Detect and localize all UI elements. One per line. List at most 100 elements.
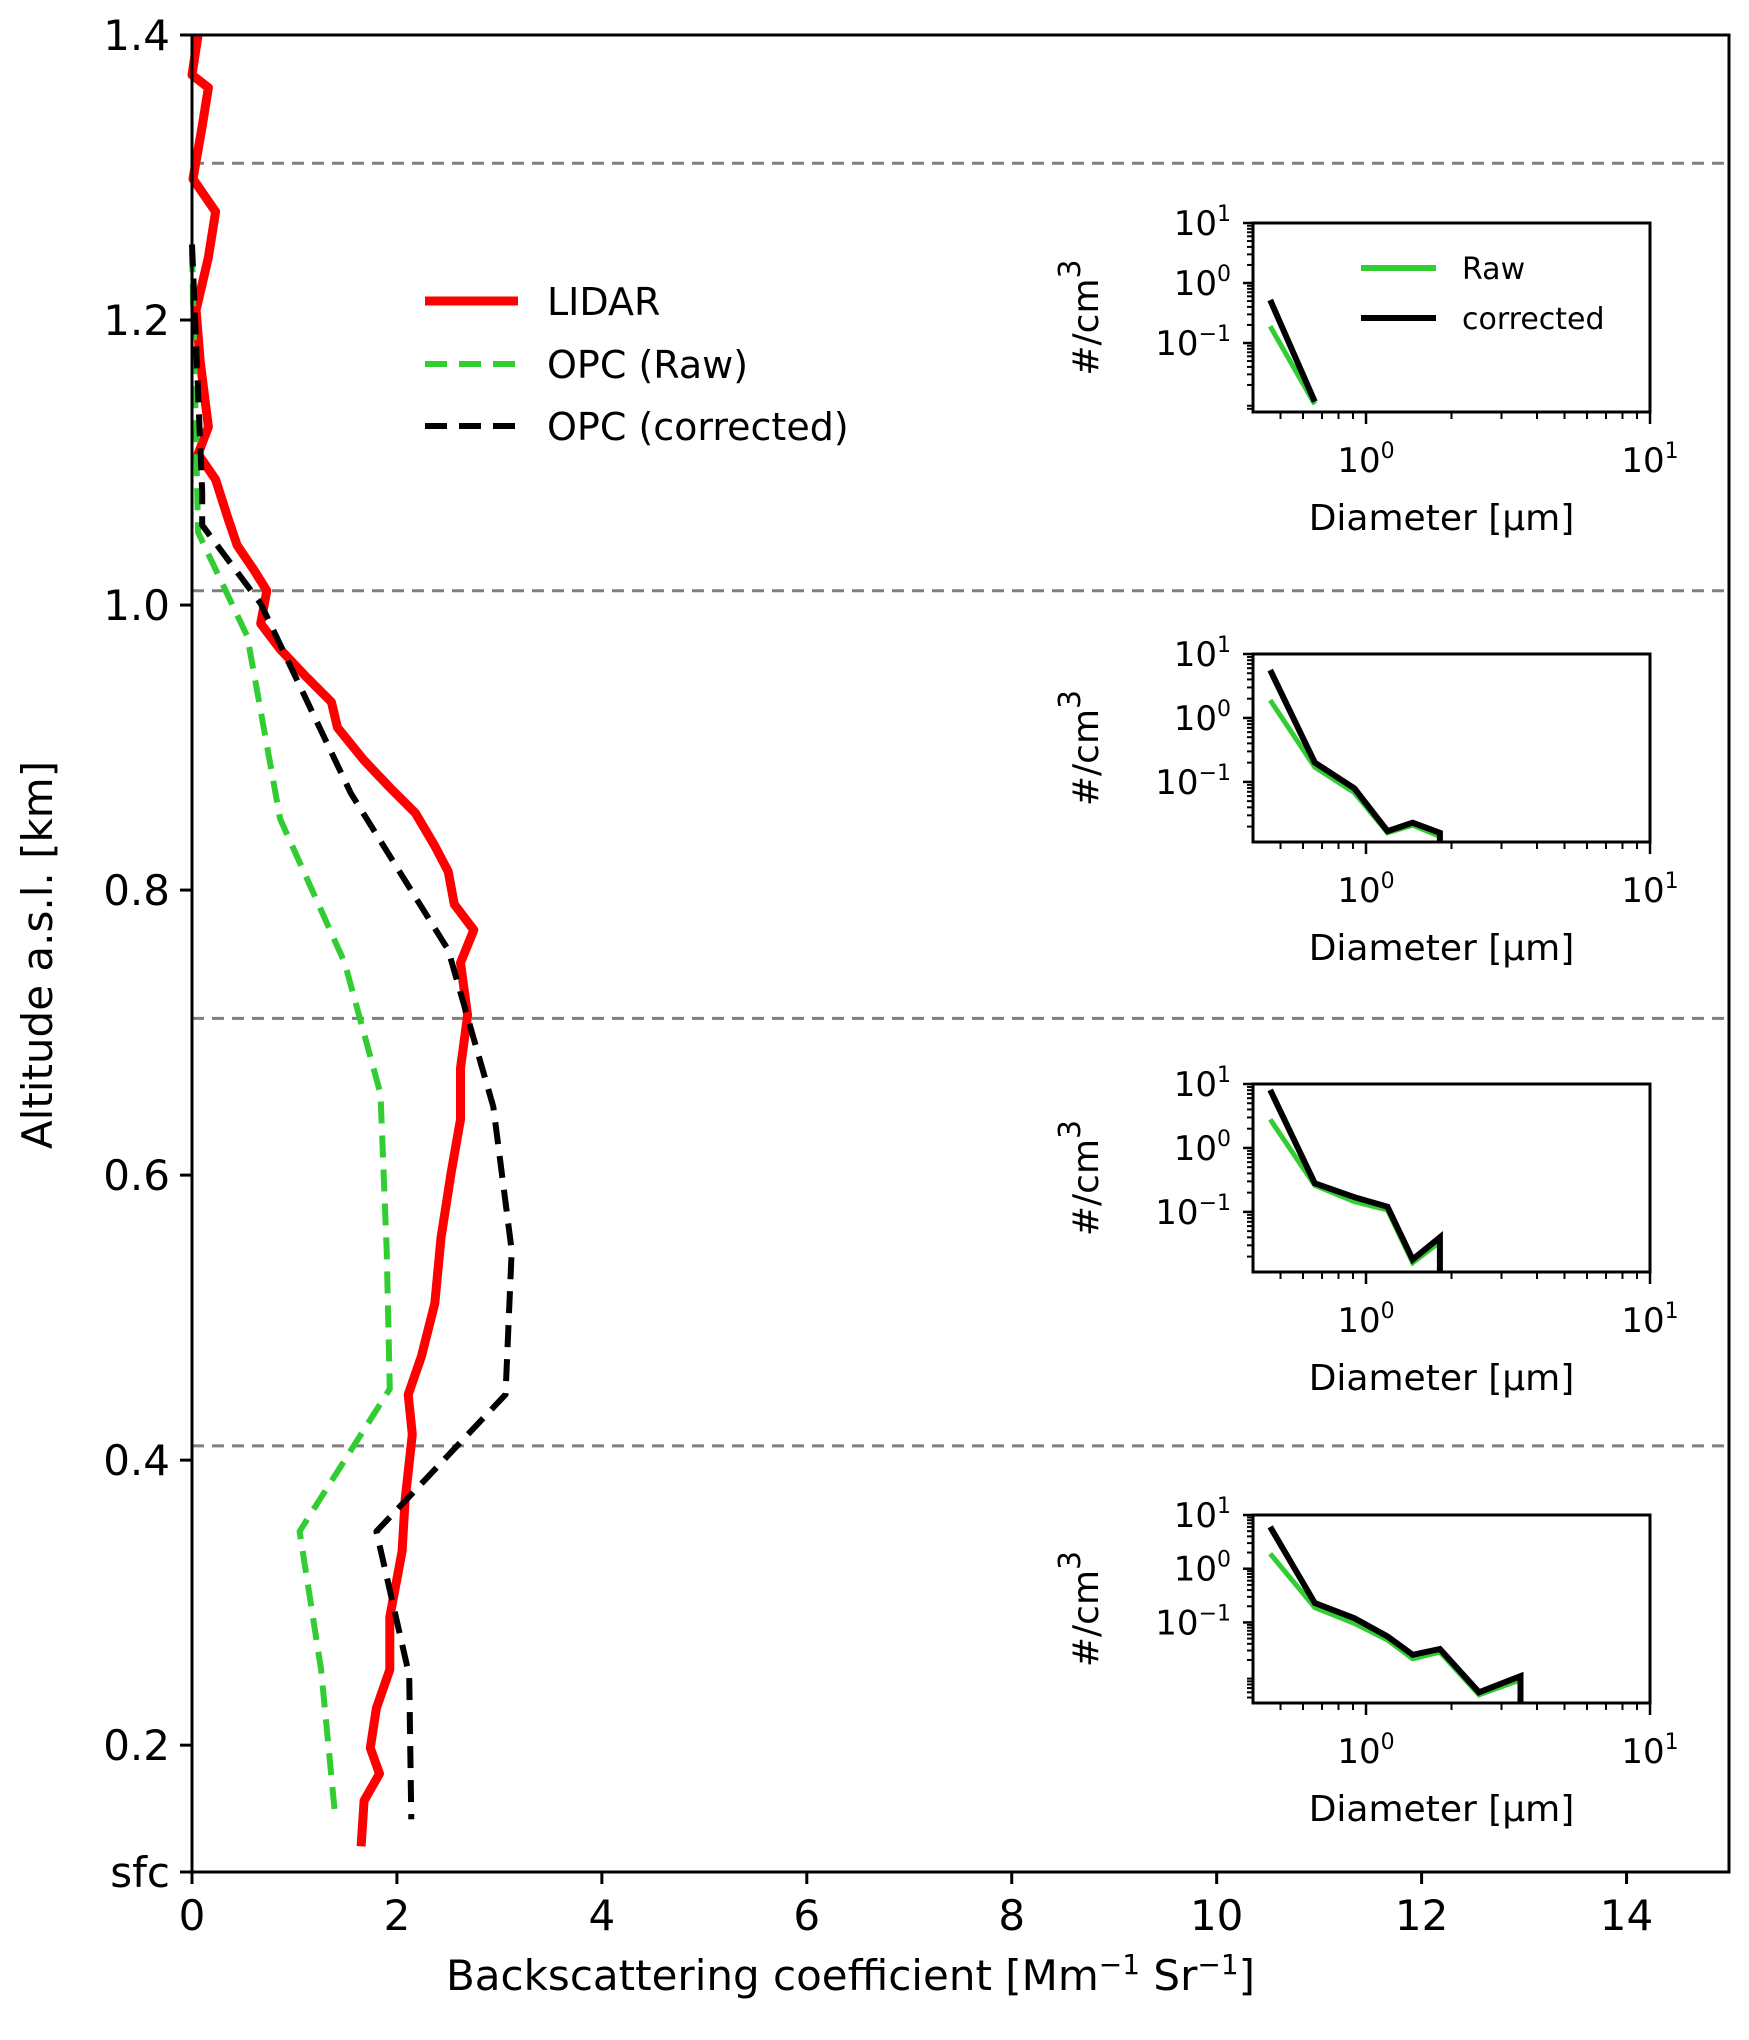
tick-exponent: 0 bbox=[1381, 1299, 1395, 1324]
x-tick-label: 2 bbox=[384, 1891, 411, 1940]
tick-base: 10 bbox=[1174, 204, 1217, 244]
inset-y-axis-label: #/cm3 bbox=[1053, 1120, 1107, 1236]
tick-exponent: 0 bbox=[1381, 869, 1395, 894]
legend-label: LIDAR bbox=[547, 280, 660, 324]
inset-y-tick-label: 101 bbox=[1174, 202, 1231, 244]
legend-label: OPC (corrected) bbox=[547, 405, 849, 449]
legend-label: OPC (Raw) bbox=[547, 343, 748, 387]
tick-base: 10 bbox=[1155, 1603, 1198, 1643]
tick-base: 10 bbox=[1337, 1301, 1380, 1341]
inset-y-tick-label: 101 bbox=[1174, 633, 1231, 675]
tick-exponent: −1 bbox=[1199, 1191, 1231, 1216]
x-label-text: Sr bbox=[1140, 1951, 1198, 2000]
x-tick-label: 8 bbox=[998, 1891, 1025, 1940]
inset-legend-label: corrected bbox=[1462, 302, 1605, 337]
tick-base: 10 bbox=[1174, 1550, 1217, 1590]
inset-y-tick-label: 10−1 bbox=[1155, 761, 1231, 803]
tick-base: 10 bbox=[1174, 1065, 1217, 1105]
inset-y-axis-label: #/cm3 bbox=[1053, 259, 1107, 375]
tick-base: 10 bbox=[1174, 1496, 1217, 1536]
y-tick-label: 0.8 bbox=[103, 866, 170, 915]
tick-base: 10 bbox=[1155, 324, 1198, 364]
label-text: #/cm bbox=[1066, 1139, 1107, 1236]
tick-exponent: 1 bbox=[1665, 1299, 1679, 1324]
main-axes: 0 2 4 6 8 10 12 14sfc0.20.40.60.81.01.21.4Backs… bbox=[13, 11, 1731, 2000]
inset-y-tick-label: 101 bbox=[1174, 1494, 1231, 1536]
inset-y-tick-label: 10−1 bbox=[1155, 322, 1231, 364]
label-text: #/cm bbox=[1066, 1570, 1107, 1667]
x-tick-label: 12 bbox=[1395, 1891, 1448, 1940]
tick-exponent: 1 bbox=[1217, 202, 1231, 227]
x-tick-label: 14 bbox=[1600, 1891, 1653, 1940]
inset-y-axis-label: #/cm3 bbox=[1053, 690, 1107, 806]
inset-x-tick-label: 100 bbox=[1337, 1730, 1394, 1772]
x-tick-label: 4 bbox=[588, 1891, 615, 1940]
y-tick-label: 1.2 bbox=[103, 296, 170, 345]
x-tick-label: 10 bbox=[1190, 1891, 1243, 1940]
plot-frame bbox=[190, 33, 1731, 1874]
inset-series-line-corrected bbox=[1267, 1088, 1443, 1272]
x-label-text: ] bbox=[1239, 1951, 1255, 2000]
tick-base: 10 bbox=[1174, 635, 1217, 675]
tick-base: 10 bbox=[1174, 264, 1217, 304]
tick-base: 10 bbox=[1337, 1732, 1380, 1772]
y-tick-label: 1.4 bbox=[103, 11, 170, 60]
y-axis-label: Altitude a.s.l. [km] bbox=[13, 761, 62, 1149]
inset-y-tick-label: 10−1 bbox=[1155, 1601, 1231, 1643]
tick-exponent: 0 bbox=[1217, 262, 1231, 287]
tick-base: 10 bbox=[1155, 1193, 1198, 1233]
inset-y-tick-label: 100 bbox=[1174, 262, 1231, 304]
series-line-opc-corrected bbox=[189, 244, 515, 1820]
x-label-superscript: −1 bbox=[1099, 1948, 1140, 1981]
y-tick-label: 0.2 bbox=[103, 1721, 170, 1770]
inset-x-tick-label: 100 bbox=[1337, 439, 1394, 481]
tick-exponent: 0 bbox=[1217, 697, 1231, 722]
series-line-lidar bbox=[187, 34, 479, 1847]
tick-exponent: 0 bbox=[1381, 439, 1395, 464]
label-text: #/cm bbox=[1066, 709, 1107, 806]
tick-exponent: 0 bbox=[1217, 1127, 1231, 1152]
tick-exponent: 1 bbox=[1665, 1730, 1679, 1755]
tick-base: 10 bbox=[1621, 441, 1664, 481]
series-line-opc-raw bbox=[189, 250, 393, 1820]
inset-y-tick-label: 100 bbox=[1174, 1127, 1231, 1169]
tick-base: 10 bbox=[1174, 1129, 1217, 1169]
label-text: #/cm bbox=[1066, 278, 1107, 375]
main-legend: LIDAR OPC (Raw) OPC (corrected) bbox=[425, 280, 849, 449]
inset-x-axis-label: Diameter [μm] bbox=[1309, 1789, 1575, 1830]
tick-base: 10 bbox=[1621, 1301, 1664, 1341]
inset-x-tick-label: 100 bbox=[1337, 869, 1394, 911]
inset-y-tick-label: 100 bbox=[1174, 1548, 1231, 1590]
inset-x-tick-label: 101 bbox=[1621, 1730, 1678, 1772]
y-tick-label: 0.6 bbox=[103, 1151, 170, 1200]
tick-base: 10 bbox=[1621, 871, 1664, 911]
x-label-text: Backscattering coefficient [Mm bbox=[446, 1951, 1099, 2000]
inset-y-tick-label: 100 bbox=[1174, 697, 1231, 739]
x-tick-label: 6 bbox=[793, 1891, 820, 1940]
inset-series-line-corrected bbox=[1267, 1525, 1524, 1703]
tick-exponent: 1 bbox=[1217, 1063, 1231, 1088]
inset-y-tick-label: 101 bbox=[1174, 1063, 1231, 1105]
tick-exponent: −1 bbox=[1199, 322, 1231, 347]
inset-series-line-corrected bbox=[1267, 298, 1318, 403]
tick-exponent: 1 bbox=[1665, 439, 1679, 464]
inset-y-tick-label: 10−1 bbox=[1155, 1191, 1231, 1233]
label-superscript: 3 bbox=[1053, 1120, 1088, 1139]
x-axis-label: Backscattering coefficient [Mm−1 Sr−1] bbox=[446, 1948, 1255, 2000]
inset-x-axis-label: Diameter [μm] bbox=[1309, 928, 1575, 969]
inset-x-tick-label: 101 bbox=[1621, 869, 1678, 911]
label-superscript: 3 bbox=[1053, 690, 1088, 709]
tick-exponent: −1 bbox=[1199, 761, 1231, 786]
label-superscript: 3 bbox=[1053, 1551, 1088, 1570]
x-label-superscript: −1 bbox=[1197, 1948, 1238, 1981]
tick-base: 10 bbox=[1174, 699, 1217, 739]
inset-x-axis-label: Diameter [μm] bbox=[1309, 498, 1575, 539]
inset-legend-label: Raw bbox=[1462, 252, 1525, 287]
